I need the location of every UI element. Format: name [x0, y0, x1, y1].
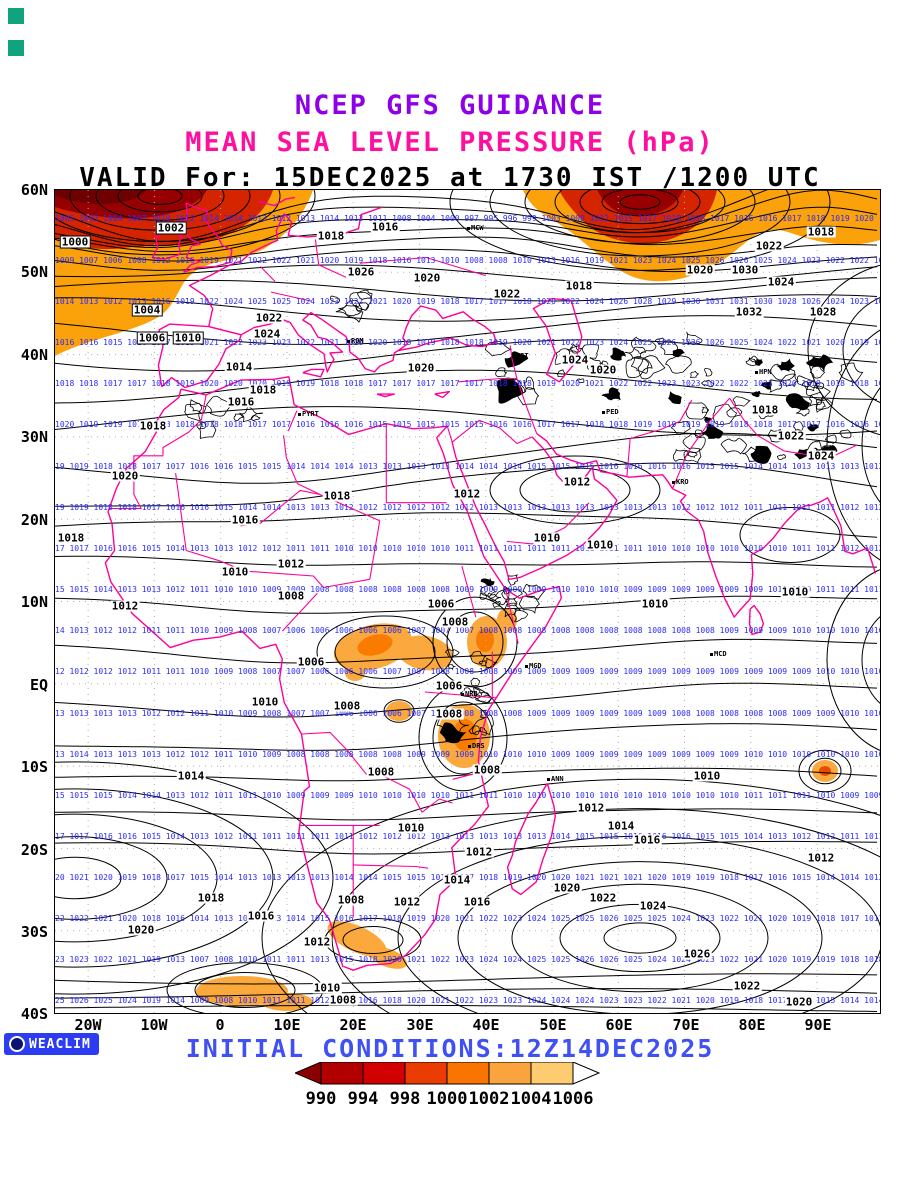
weaclim-logo-icon [9, 1036, 25, 1052]
legend-tick-label: 998 [390, 1089, 421, 1109]
lat-label-60n: 60N [20, 181, 48, 199]
legend-left-arrow [295, 1062, 322, 1085]
lon-label-20e: 20E [339, 1016, 367, 1034]
lat-label-10s: 10S [20, 758, 48, 776]
weaclim-logo-text: WEACLIM [29, 1036, 91, 1052]
lat-label-50n: 50N [20, 263, 48, 281]
legend-segment [446, 1062, 490, 1085]
chart-subtitle: MEAN SEA LEVEL PRESSURE (hPa) [185, 127, 715, 158]
site-corner-square-2 [8, 40, 24, 56]
lat-label-40s: 40S [20, 1005, 48, 1023]
lat-label-30n: 30N [20, 428, 48, 446]
lon-label-40e: 40E [472, 1016, 500, 1034]
legend-right-arrow [572, 1062, 601, 1085]
legend-tick-label: 1004 [511, 1089, 552, 1109]
chart-title: NCEP GFS GUIDANCE [294, 90, 606, 121]
weaclim-logo: WEACLIM [4, 1033, 99, 1055]
lat-label-30s: 30S [20, 923, 48, 941]
pressure-fill-regions [55, 190, 880, 1011]
lat-label-20s: 20S [20, 841, 48, 859]
lon-label-10w: 10W [140, 1016, 168, 1034]
lon-label-0: 0 [215, 1016, 225, 1034]
pressure-color-legend: 990 994 998 1000 1002 1004 1006 [295, 1062, 601, 1109]
legend-tick-label: 1000 [427, 1089, 468, 1109]
site-corner-square-1 [8, 8, 24, 24]
initial-conditions-line: INITIAL CONDITIONS:12Z14DEC2025 [185, 1034, 715, 1063]
lon-label-20w: 20W [74, 1016, 102, 1034]
legend-tick-label: 1002 [469, 1089, 510, 1109]
lon-label-10e: 10E [273, 1016, 301, 1034]
legend-segment [530, 1062, 574, 1085]
legend-segment [362, 1062, 406, 1085]
legend-tick-label: 1006 [553, 1089, 594, 1109]
coastlines-borders [104, 196, 877, 971]
lon-label-30e: 30E [406, 1016, 434, 1034]
lat-label-eq: EQ [29, 676, 48, 694]
lon-label-70e: 70E [672, 1016, 700, 1034]
lon-label-50e: 50E [539, 1016, 567, 1034]
valid-time-line: VALID For: 15DEC2025 at 1730 IST /1200 U… [79, 163, 821, 193]
legend-tick-label: 994 [348, 1089, 379, 1109]
lon-label-80e: 80E [738, 1016, 766, 1034]
legend-segment [404, 1062, 448, 1085]
isobar-contours [55, 190, 880, 1013]
lon-label-90e: 90E [804, 1016, 832, 1034]
lat-label-40n: 40N [20, 346, 48, 364]
legend-segment [320, 1062, 364, 1085]
graticule [55, 190, 880, 1013]
lon-label-60e: 60E [605, 1016, 633, 1034]
map-canvas [55, 190, 880, 1013]
legend-segment [488, 1062, 532, 1085]
pressure-map: 1005 1003 1004 1007 1010 1012 1014 1014 … [54, 189, 881, 1014]
legend-tick-label: 990 [306, 1089, 337, 1109]
lat-label-20n: 20N [20, 511, 48, 529]
lat-label-10n: 10N [20, 593, 48, 611]
